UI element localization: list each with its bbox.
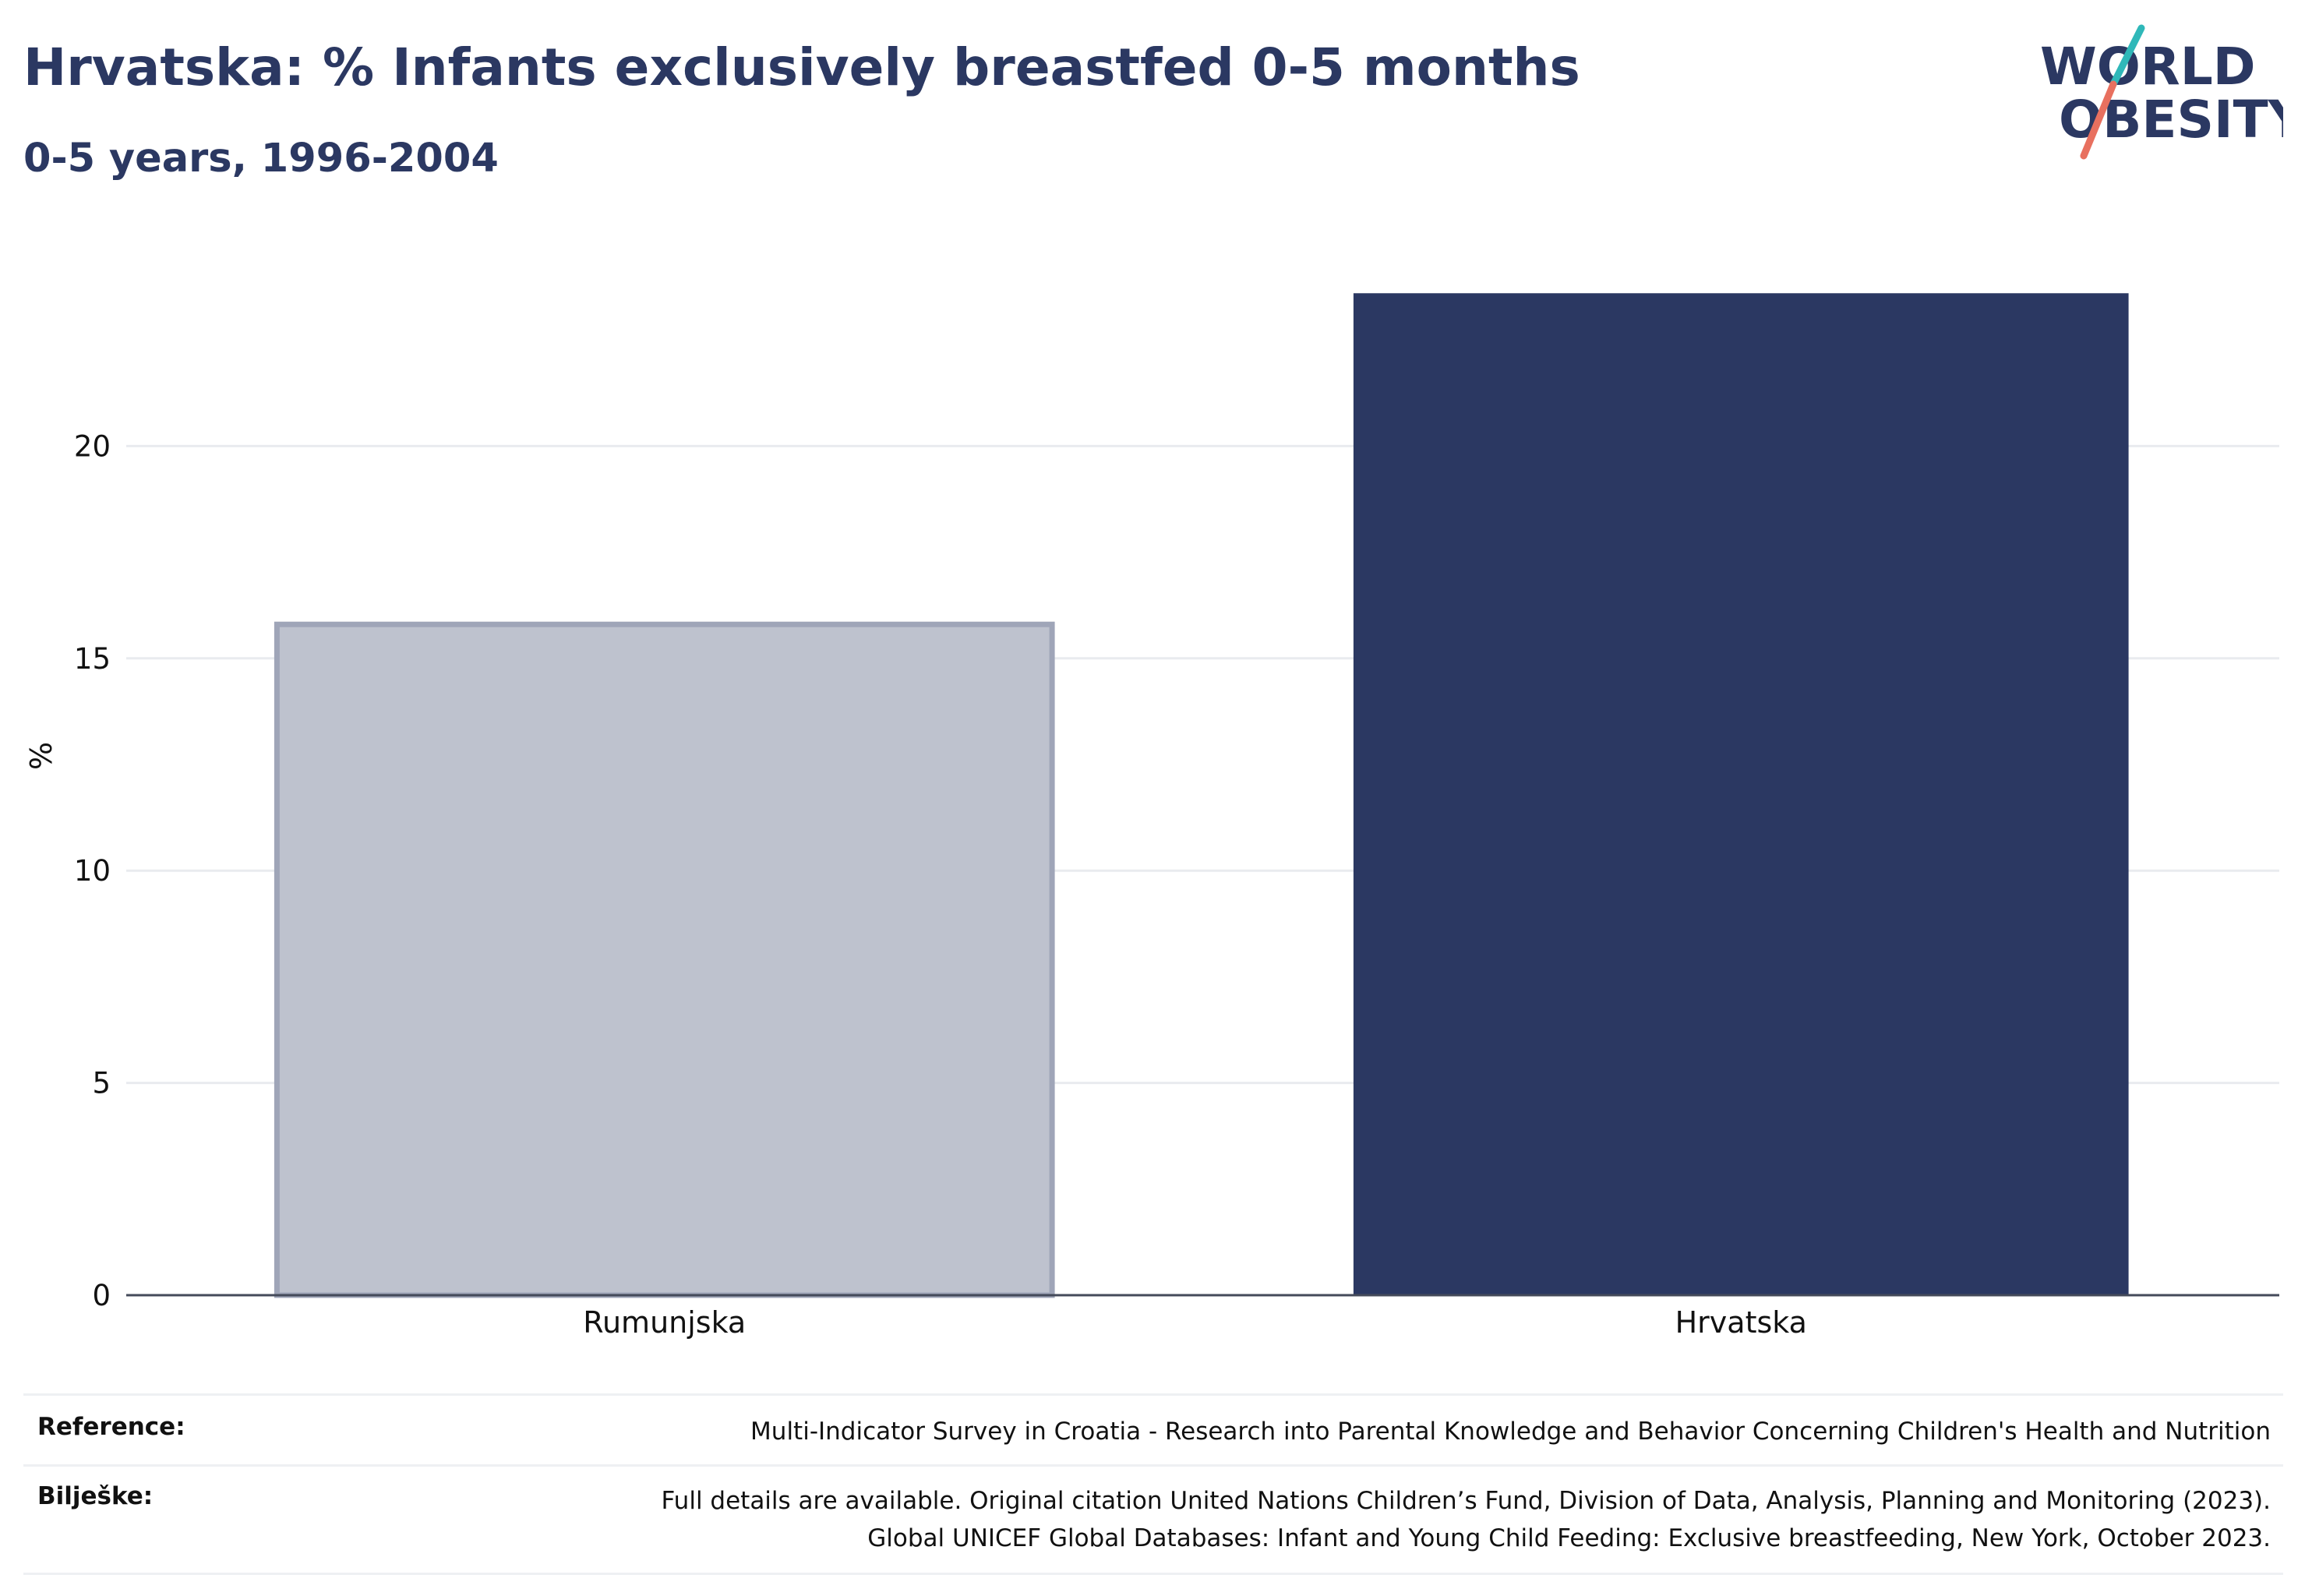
notes-text: Full details are available. Original cit…: [662, 1482, 2283, 1557]
chart-subtitle: 0-5 years, 1996-2004: [23, 136, 499, 182]
chart-title: Hrvatska: % Infants exclusively breastfe…: [23, 37, 1580, 97]
notes-row: Bilješke: Full details are available. Or…: [23, 1464, 2283, 1575]
reference-label: Reference:: [37, 1413, 185, 1441]
x-tick-label: Hrvatska: [1675, 1305, 1807, 1340]
bar-chart: 0 5 10 15 20 Rumunjska Hrvatska %: [24, 293, 2279, 1340]
reference-line: Multi-Indicator Survey in Croatia - Rese…: [750, 1418, 2271, 1446]
logo-coral-slash: [2080, 80, 2117, 160]
reference-row: Reference: Multi-Indicator Survey in Cro…: [23, 1393, 2283, 1464]
notes-label: Bilješke:: [37, 1482, 154, 1510]
bar-hrvatska: [1353, 293, 2129, 1296]
notes-line-2: Global UNICEF Global Databases: Infant a…: [867, 1524, 2271, 1552]
y-axis-label: %: [24, 742, 58, 770]
x-tick-label: Rumunjska: [583, 1305, 746, 1340]
y-tick-label: 0: [92, 1279, 111, 1312]
logo-word-world: WORLD: [2040, 37, 2256, 97]
y-tick-label: 10: [74, 854, 111, 888]
y-tick-label: 20: [74, 429, 111, 463]
reference-text: Multi-Indicator Survey in Croatia - Rese…: [750, 1413, 2283, 1450]
y-tick-label: 5: [92, 1067, 111, 1100]
x-tick-labels: Rumunjska Hrvatska: [583, 1305, 1807, 1340]
chart-footer: Reference: Multi-Indicator Survey in Cro…: [23, 1393, 2283, 1575]
bar-rumunjska: [274, 621, 1055, 1298]
notes-line-1: Full details are available. Original cit…: [661, 1487, 2271, 1515]
world-obesity-logo: WORLD OBESITY: [2040, 24, 2283, 160]
y-tick-labels: 0 5 10 15 20: [74, 429, 111, 1312]
y-tick-label: 15: [74, 642, 111, 676]
bars: [274, 293, 2129, 1298]
logo-teal-slash: [2109, 24, 2145, 88]
